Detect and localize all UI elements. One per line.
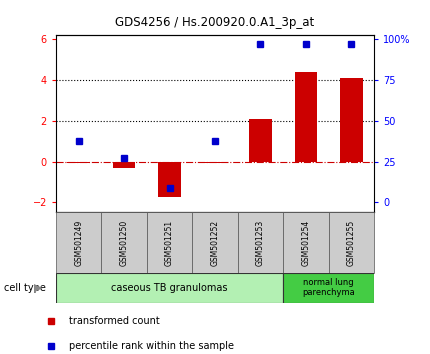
Bar [101,212,147,273]
Bar [56,273,283,303]
Text: percentile rank within the sample: percentile rank within the sample [69,341,234,351]
Bar [283,273,374,303]
Text: GSM501252: GSM501252 [211,219,219,266]
Text: GSM501251: GSM501251 [165,219,174,266]
Bar [329,212,374,273]
Bar [249,119,272,161]
Text: transformed count: transformed count [69,316,160,326]
Bar [67,161,90,162]
Text: normal lung
parenchyma: normal lung parenchyma [302,278,355,297]
Text: GSM501255: GSM501255 [347,219,356,266]
Bar [147,212,192,273]
Bar [340,78,363,161]
Bar [283,212,329,273]
Bar [204,161,226,162]
Text: GSM501250: GSM501250 [120,219,129,266]
Bar [192,212,238,273]
Bar [158,161,181,196]
Bar [238,212,283,273]
Bar [295,72,317,161]
Bar [113,161,135,168]
Bar [56,212,101,273]
Text: cell type: cell type [4,282,46,293]
Text: GSM501249: GSM501249 [74,219,83,266]
Text: GDS4256 / Hs.200920.0.A1_3p_at: GDS4256 / Hs.200920.0.A1_3p_at [115,16,315,29]
Text: GSM501253: GSM501253 [256,219,265,266]
Text: ▶: ▶ [34,282,43,293]
Text: GSM501254: GSM501254 [301,219,310,266]
Text: caseous TB granulomas: caseous TB granulomas [111,282,228,293]
